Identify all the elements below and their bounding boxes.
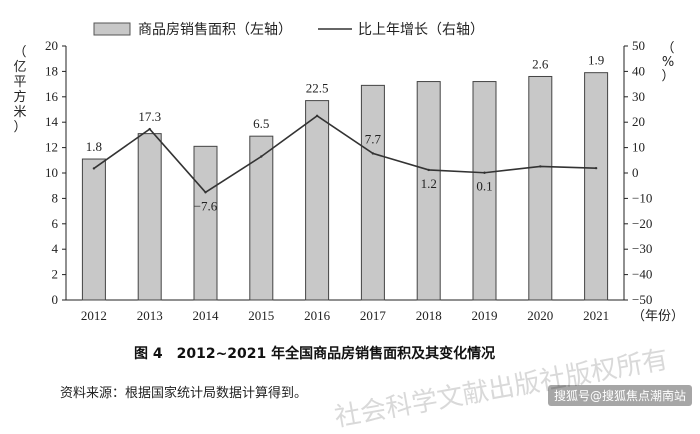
x-tick-label: 2021 <box>583 308 609 323</box>
right-tick-label: 30 <box>632 89 645 104</box>
bar <box>472 81 497 301</box>
left-tick-label: 0 <box>52 292 59 307</box>
left-tick-label: 8 <box>52 190 59 205</box>
x-tick-label: 2019 <box>472 308 498 323</box>
growth-point <box>539 165 542 168</box>
x-tick-label: 2014 <box>193 308 220 323</box>
left-tick-label: 6 <box>52 216 59 231</box>
bar <box>193 145 218 301</box>
bar <box>584 72 609 301</box>
left-axis-title-char: 平 <box>13 75 26 90</box>
growth-point <box>371 152 375 155</box>
left-tick-label: 18 <box>45 63 58 78</box>
growth-point <box>92 167 96 170</box>
x-tick-label: 2017 <box>360 308 387 323</box>
chart-legend: 商品房销售面积（左轴） 比上年增长（右轴） <box>93 22 484 38</box>
right-axis-title-char: % <box>662 55 674 70</box>
sohu-badge: 搜狐号@搜狐焦点潮南站 <box>547 385 692 406</box>
growth-point <box>427 168 430 172</box>
growth-data-label: −7.6 <box>194 198 218 213</box>
left-axis-title-char: （ <box>13 45 26 60</box>
legend-bar-swatch <box>93 22 131 36</box>
growth-data-label: 0.1 <box>476 179 492 194</box>
right-tick-label: 50 <box>632 38 645 53</box>
growth-data-label: 22.5 <box>306 81 329 96</box>
left-tick-label: 4 <box>52 241 59 256</box>
bar <box>81 158 106 301</box>
x-tick-label: 2012 <box>81 308 107 323</box>
bar <box>137 133 162 301</box>
right-tick-label: −40 <box>632 267 652 282</box>
right-tick-label: −10 <box>632 190 652 205</box>
right-tick-label: −50 <box>632 292 652 307</box>
growth-data-label: 2.6 <box>532 56 549 71</box>
x-axis-unit: （年份） <box>632 309 684 324</box>
right-tick-label: 20 <box>632 114 645 129</box>
bar <box>528 75 553 301</box>
left-axis-title-char: ） <box>13 120 26 135</box>
left-tick-label: 16 <box>45 89 59 104</box>
left-axis-title-char: 米 <box>13 105 26 120</box>
chart-axes: 0 2 4 6 8 10 12 14 16 18 20 −50 −40 −30 −20 −10 0 10 20 30 4… <box>13 38 684 324</box>
bar <box>416 81 441 301</box>
left-tick-label: 12 <box>45 140 58 155</box>
growth-data-label: 1.8 <box>86 139 102 154</box>
left-tick-label: 2 <box>52 267 59 282</box>
bar <box>360 84 385 301</box>
x-tick-label: 2018 <box>416 308 442 323</box>
growth-data-label: 17.3 <box>138 109 161 124</box>
right-tick-label: −30 <box>632 241 652 256</box>
right-axis-title-char: ） <box>661 69 674 84</box>
growth-point <box>315 114 319 118</box>
x-tick-label: 2015 <box>248 308 274 323</box>
growth-point <box>260 155 263 158</box>
left-axis-title-char: 方 <box>13 89 26 105</box>
x-tick-label: 2020 <box>527 308 553 323</box>
chart-growth-line <box>92 114 598 194</box>
left-tick-label: 20 <box>45 38 58 53</box>
right-tick-label: 0 <box>632 165 639 180</box>
right-tick-label: 10 <box>632 140 645 155</box>
left-tick-label: 14 <box>45 114 59 129</box>
legend-line-label: 比上年增长（右轴） <box>358 22 484 38</box>
chart-data-labels: 1.8 17.3 −7.6 6.5 22.5 7.7 1.2 0.1 2.6 1.9 <box>86 53 604 214</box>
x-tick-label: 2016 <box>304 308 331 323</box>
growth-line-path <box>93 114 597 194</box>
chart-bars <box>81 72 609 301</box>
right-axis-title-char: （ <box>661 41 674 56</box>
left-tick-label: 10 <box>45 165 58 180</box>
right-tick-label: 40 <box>632 63 645 78</box>
figure-caption: 图 4 2012~2021 年全国商品房销售面积及其变化情况 <box>134 346 496 362</box>
legend-bar-label: 商品房销售面积（左轴） <box>138 22 292 38</box>
growth-point <box>594 166 598 170</box>
right-tick-label: −20 <box>632 216 652 231</box>
bar <box>249 135 274 301</box>
chart-svg: 商品房销售面积（左轴） 比上年增长（右轴） 0 2 4 6 8 10 12 14 16 18 20 −… <box>13 22 684 324</box>
bar <box>305 100 330 301</box>
growth-data-label: 6.5 <box>253 116 269 131</box>
x-tick-label: 2013 <box>137 308 163 323</box>
growth-point <box>148 127 151 131</box>
growth-data-label: 7.7 <box>365 131 382 146</box>
growth-data-label: 1.2 <box>421 176 437 191</box>
source-note: 资料来源：根据国家统计局数据计算得到。 <box>60 386 308 401</box>
growth-point <box>483 171 486 174</box>
left-axis-title-char: 亿 <box>13 60 26 75</box>
growth-data-label: 1.9 <box>588 53 604 68</box>
growth-point <box>204 191 207 194</box>
